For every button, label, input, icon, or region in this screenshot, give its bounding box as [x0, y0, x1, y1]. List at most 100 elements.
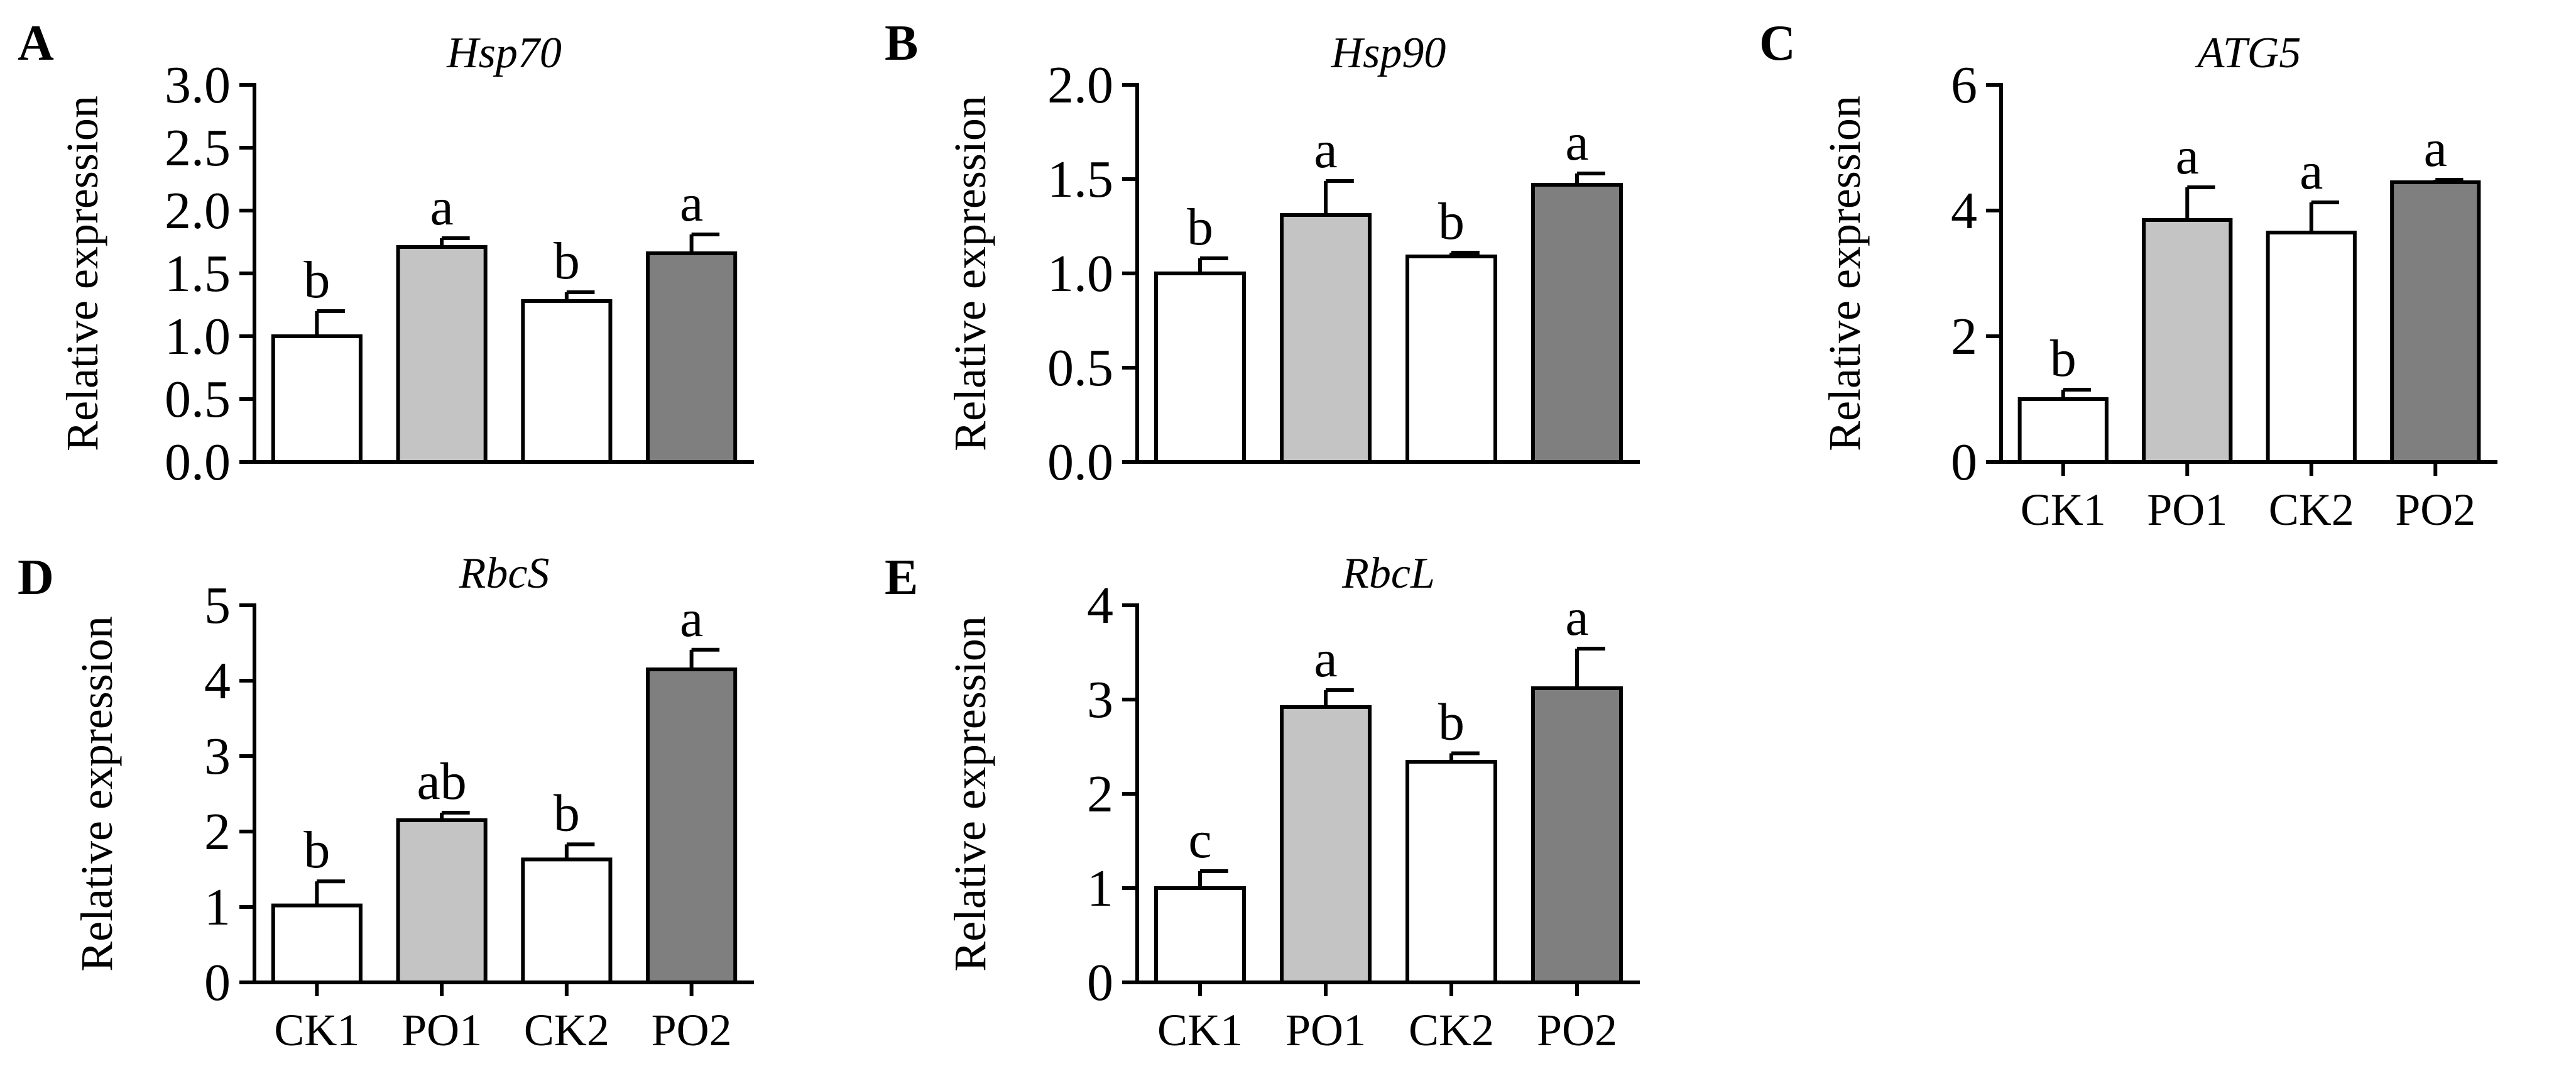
y-tick-label: 0: [1087, 953, 1113, 1012]
significance-label: a: [1314, 630, 1337, 688]
y-tick-label: 2: [204, 803, 231, 861]
bar-po1: [396, 818, 488, 984]
y-tick-label: 3: [204, 727, 231, 786]
x-tick-label: CK1: [1157, 1005, 1243, 1055]
significance-label: b: [554, 784, 580, 842]
chart-title: Hsp90: [1331, 29, 1446, 77]
x-tick-label: PO1: [1285, 1005, 1366, 1055]
significance-label: a: [1565, 113, 1588, 172]
significance-label: a: [680, 174, 703, 233]
bar-po2: [1531, 686, 1623, 984]
y-tick-label: 6: [1951, 56, 1977, 114]
panel-letter: C: [1759, 16, 1796, 71]
y-tick-label: 0.0: [165, 433, 231, 492]
chart-title: RbcL: [1341, 549, 1435, 598]
chart-title: Hsp70: [446, 29, 562, 77]
bar-ck1: [2017, 397, 2109, 464]
y-tick-label: 1: [1087, 859, 1113, 918]
significance-label: b: [1438, 693, 1465, 752]
panel-d: D RbcS Relative expression b CK1 ab PO1 b CK2 a PO…: [18, 549, 754, 1055]
y-tick-label: 2.0: [165, 182, 231, 240]
x-tick-label: CK1: [2021, 485, 2106, 535]
bar-po2: [646, 667, 738, 984]
panel-letter: D: [18, 550, 54, 605]
significance-label: a: [680, 590, 703, 648]
y-axis-label: Relative expression: [945, 96, 995, 451]
bar-po1: [1280, 213, 1372, 464]
y-tick-label: 1: [204, 878, 231, 936]
y-axis-label: Relative expression: [72, 616, 122, 972]
y-tick-label: 0.5: [165, 370, 231, 429]
chart-title: RbcS: [459, 549, 550, 598]
panel-c: C ATG5 Relative expression b CK1 a PO1 a CK2 a PO2…: [1759, 16, 2497, 535]
x-tick-label: PO2: [652, 1005, 732, 1055]
significance-label: a: [2424, 119, 2447, 178]
significance-label: a: [430, 178, 453, 236]
significance-label: b: [2050, 329, 2077, 388]
y-tick-label: 2: [1087, 765, 1113, 823]
panel-b: B Hsp90 Relative expression b a b a 0.0 0.5 1.0 1.…: [885, 16, 1640, 492]
y-axis-label: Relative expression: [1820, 96, 1870, 451]
bar-ck2: [521, 857, 613, 985]
y-tick-label: 3.0: [165, 56, 231, 114]
bar-po2: [1531, 183, 1623, 464]
y-tick-label: 1.0: [1047, 244, 1113, 303]
x-tick-label: CK2: [524, 1005, 609, 1055]
bar-ck2: [2266, 231, 2357, 464]
significance-label: a: [1565, 588, 1588, 647]
bar-po1: [396, 245, 488, 464]
significance-label: a: [2176, 127, 2199, 185]
x-tick-label: CK2: [2269, 485, 2354, 535]
y-tick-label: 1.5: [1047, 150, 1113, 209]
x-tick-label: CK1: [274, 1005, 359, 1055]
significance-label: b: [1187, 198, 1213, 256]
y-tick-label: 4: [1087, 576, 1113, 635]
panel-a: A Hsp70 Relative expression b a b a 0.00.51.01.…: [18, 16, 754, 492]
x-tick-label: PO1: [401, 1005, 482, 1055]
significance-label: a: [2300, 142, 2323, 200]
y-tick-label: 0: [204, 953, 231, 1012]
y-axis-label: Relative expression: [945, 616, 995, 972]
y-tick-label: 1.0: [165, 307, 231, 366]
bar-ck2: [1405, 255, 1497, 464]
bar-po2: [646, 251, 738, 464]
y-tick-label: 2.0: [1047, 56, 1113, 114]
bar-ck1: [271, 903, 363, 984]
significance-label: b: [303, 821, 330, 879]
y-axis-label: Relative expression: [57, 96, 107, 451]
y-tick-label: 1.5: [165, 244, 231, 303]
x-tick-label: PO1: [2147, 485, 2227, 535]
y-tick-label: 3: [1087, 671, 1113, 729]
y-tick-label: 2: [1951, 307, 1977, 366]
x-tick-label: PO2: [2395, 485, 2475, 535]
bar-po1: [1280, 705, 1372, 984]
bar-ck2: [1405, 760, 1497, 984]
panel-letter: E: [885, 550, 918, 605]
significance-label: c: [1188, 811, 1211, 869]
y-tick-label: 5: [204, 576, 231, 635]
bar-ck1: [1154, 886, 1246, 984]
panel-letter: B: [885, 16, 918, 71]
significance-label: a: [1314, 121, 1337, 179]
y-tick-label: 2.5: [165, 119, 231, 177]
x-tick-label: CK2: [1409, 1005, 1494, 1055]
bar-ck2: [521, 299, 613, 464]
y-tick-label: 4: [1951, 182, 1977, 240]
y-tick-label: 0: [1951, 433, 1977, 492]
significance-label: b: [554, 232, 580, 290]
bar-po1: [2142, 218, 2233, 464]
bar-ck1: [1154, 272, 1246, 464]
significance-label: b: [1438, 192, 1465, 251]
y-tick-label: 0.0: [1047, 433, 1113, 492]
panel-letter: A: [18, 16, 54, 71]
significance-label: b: [303, 251, 330, 309]
panel-e: E RbcL Relative expression c CK1 a PO1 b CK2 a PO2…: [885, 549, 1640, 1055]
x-tick-label: PO2: [1537, 1005, 1617, 1055]
significance-label: ab: [417, 752, 466, 811]
y-tick-label: 0.5: [1047, 339, 1113, 397]
y-tick-label: 4: [204, 652, 231, 710]
chart-title: ATG5: [2195, 29, 2301, 77]
bar-po2: [2390, 180, 2481, 464]
bar-ck1: [271, 334, 363, 464]
